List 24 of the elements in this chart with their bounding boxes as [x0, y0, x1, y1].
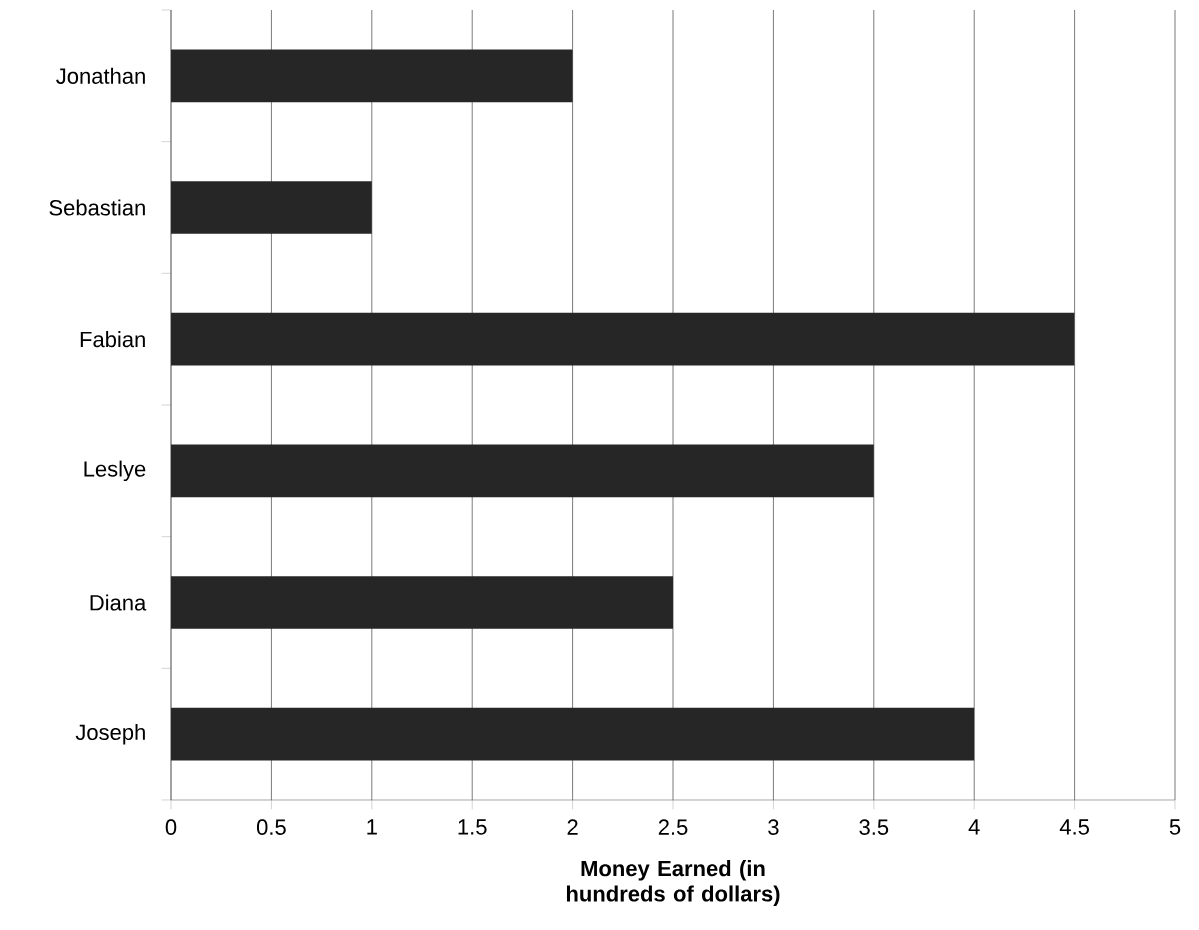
x-tick-label: 4	[968, 819, 980, 835]
x-tick-label: 3.5	[859, 819, 889, 835]
y-tick-label: Joseph	[75, 723, 145, 745]
x-tick-label: 4.5	[1059, 819, 1089, 835]
x-tick-label: 0.5	[256, 819, 286, 835]
x-tick-label: 2	[567, 819, 578, 835]
bar	[171, 49, 573, 103]
y-tick-label: Diana	[90, 594, 147, 611]
x-tick-label: 5	[1169, 819, 1181, 835]
bar	[171, 444, 874, 498]
x-tick-label: 1	[367, 819, 377, 835]
y-tick-label: Sebastian	[49, 199, 145, 216]
x-tick-label: 0	[165, 819, 177, 835]
bar	[171, 181, 372, 234]
y-tick-label: Leslye	[84, 460, 146, 482]
x-axis-title: Money Earned (in hundreds of dollars)	[566, 860, 780, 906]
bar	[171, 576, 674, 629]
x-tick-label: 1.5	[458, 819, 487, 835]
x-tick-label: 3	[768, 819, 779, 835]
y-tick-label: Fabian	[80, 331, 145, 348]
bar	[171, 312, 1075, 366]
x-tick-label: 2.5	[658, 819, 688, 835]
y-tick-label: Jonathan	[56, 67, 145, 84]
bar	[171, 707, 975, 761]
